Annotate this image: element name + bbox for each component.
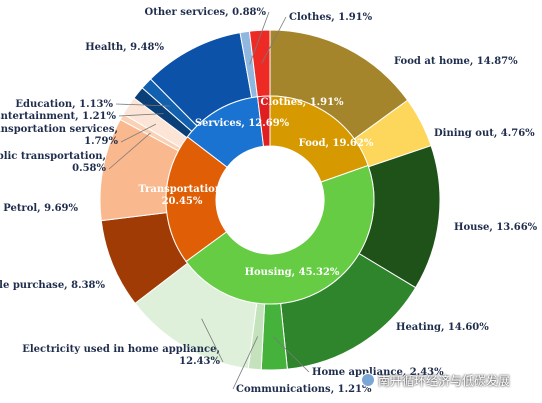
leader-line-other-services <box>249 11 270 65</box>
inner-label-food: Food, 19.62% <box>299 138 374 149</box>
leader-line-entertainment <box>118 113 164 117</box>
inner-label-transportation: Transportation, 20.45% <box>138 184 225 207</box>
outer-label-heating: Heating, 14.60% <box>396 322 489 333</box>
leader-line-home-appliance <box>273 336 310 373</box>
leader-line-electricity-used-in-home-appliance <box>201 318 224 363</box>
outer-label-petrol: Petrol, 9.69% <box>3 203 78 214</box>
inner-ring <box>165 95 375 305</box>
watermark-text: 南开循环经济与低碳发展 <box>378 373 511 388</box>
outer-label-public-transportation: Public transportation,0.58% <box>0 151 106 174</box>
inner-label-housing: Housing, 45.32% <box>245 267 340 278</box>
leader-line-clothes <box>261 16 287 64</box>
outer-label-dining-out: Dining out, 4.76% <box>434 128 535 139</box>
inner-labels: Food, 19.62% Housing, 45.32% Transportatio… <box>138 97 373 278</box>
watermark: 南开循环经济与低碳发展 <box>362 371 510 389</box>
leader-line-transportation-services <box>120 123 157 143</box>
inner-label-clothes: Clothes, 1.91% <box>260 97 344 108</box>
outer-label-education: Education, 1.13% <box>15 99 113 110</box>
outer-label-entertainment: Entertainment, 1.21% <box>0 111 116 122</box>
outer-label-communications: Communications, 1.21% <box>236 384 372 395</box>
outer-label-food-at-home: Food at home, 14.87% <box>394 56 518 67</box>
inner-slice-food <box>269 95 369 183</box>
outer-label-house: House, 13.66% <box>454 222 538 233</box>
outer-label-health: Health, 9.48% <box>85 42 164 53</box>
leader-lines <box>108 11 310 390</box>
outer-label-vehicle-purchase: Vehicle purchase, 8.38% <box>0 280 105 291</box>
outer-label-other-services: Other services, 0.88% <box>145 7 267 18</box>
leader-line-communications <box>232 336 259 390</box>
outer-ring <box>99 29 441 371</box>
outer-labels: Food at home, 14.87% Dining out, 4.76% Hou… <box>0 7 538 395</box>
outer-label-electricity-used-in-home-appliance: Electricity used in home appliance, 12.43… <box>22 344 220 367</box>
leader-line-education <box>115 103 171 107</box>
inner-slice-housing <box>185 164 375 305</box>
leader-line-public-transportation <box>108 132 151 170</box>
wechat-icon <box>362 374 374 386</box>
inner-label-services: Services, 12.69% <box>195 118 290 129</box>
outer-label-home-appliance: Home appliance, 2.43% <box>312 367 444 378</box>
outer-label-clothes: Clothes, 1.91% <box>289 12 373 23</box>
outer-label-transportation-services: Transportation services,1.79% <box>0 124 118 147</box>
inner-slice-clothes <box>256 95 271 147</box>
